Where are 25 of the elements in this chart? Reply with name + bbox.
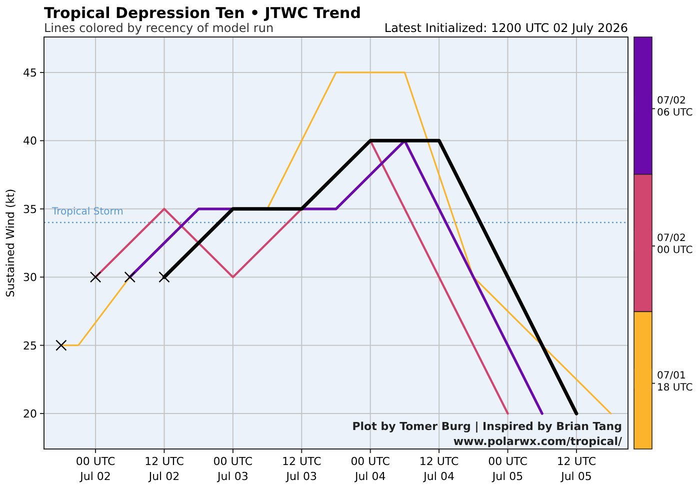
x-tick-label: 00 UTC Jul 04 <box>350 455 390 483</box>
y-tick-label: 40 <box>23 134 37 148</box>
x-tick-label: 00 UTC Jul 05 <box>488 455 528 483</box>
y-tick-label: 20 <box>23 408 37 421</box>
y-tick-label: 30 <box>23 271 37 284</box>
legend-label: 07/02 00 UTC <box>657 233 693 256</box>
annotation: www.polarwx.com/tropical/ <box>453 435 623 448</box>
x-tick-label: 12 UTC Jul 05 <box>556 455 596 483</box>
chart-title: Tropical Depression Ten • JTWC Trend <box>44 4 361 22</box>
legend-label: 07/02 06 UTC <box>657 96 693 119</box>
line-series <box>162 138 578 416</box>
x-tick-label: 12 UTC Jul 02 <box>144 455 184 483</box>
y-tick-label: 35 <box>23 202 37 216</box>
legend-label: 07/01 18 UTC <box>657 370 693 394</box>
annotation: Plot by Tomer Burg | Inspired by Brian Tang <box>352 420 622 433</box>
y-tick-label: 25 <box>23 339 37 352</box>
y-tick-label: 45 <box>23 66 37 80</box>
ref-line-label: Tropical Storm <box>51 206 124 218</box>
chart-subtitle: Lines colored by recency of model run <box>44 21 274 35</box>
x-tick-label: 00 UTC Jul 03 <box>213 455 253 483</box>
y-axis-title: Sustained Wind (kt) <box>4 188 17 298</box>
x-tick-label: 12 UTC Jul 03 <box>282 455 322 483</box>
text: Latest Initialized: 1200 UTC 02 July 2026 <box>384 21 628 35</box>
x-tick-label: 12 UTC Jul 04 <box>419 455 460 483</box>
x-tick-label: 00 UTC Jul 02 <box>76 455 116 483</box>
